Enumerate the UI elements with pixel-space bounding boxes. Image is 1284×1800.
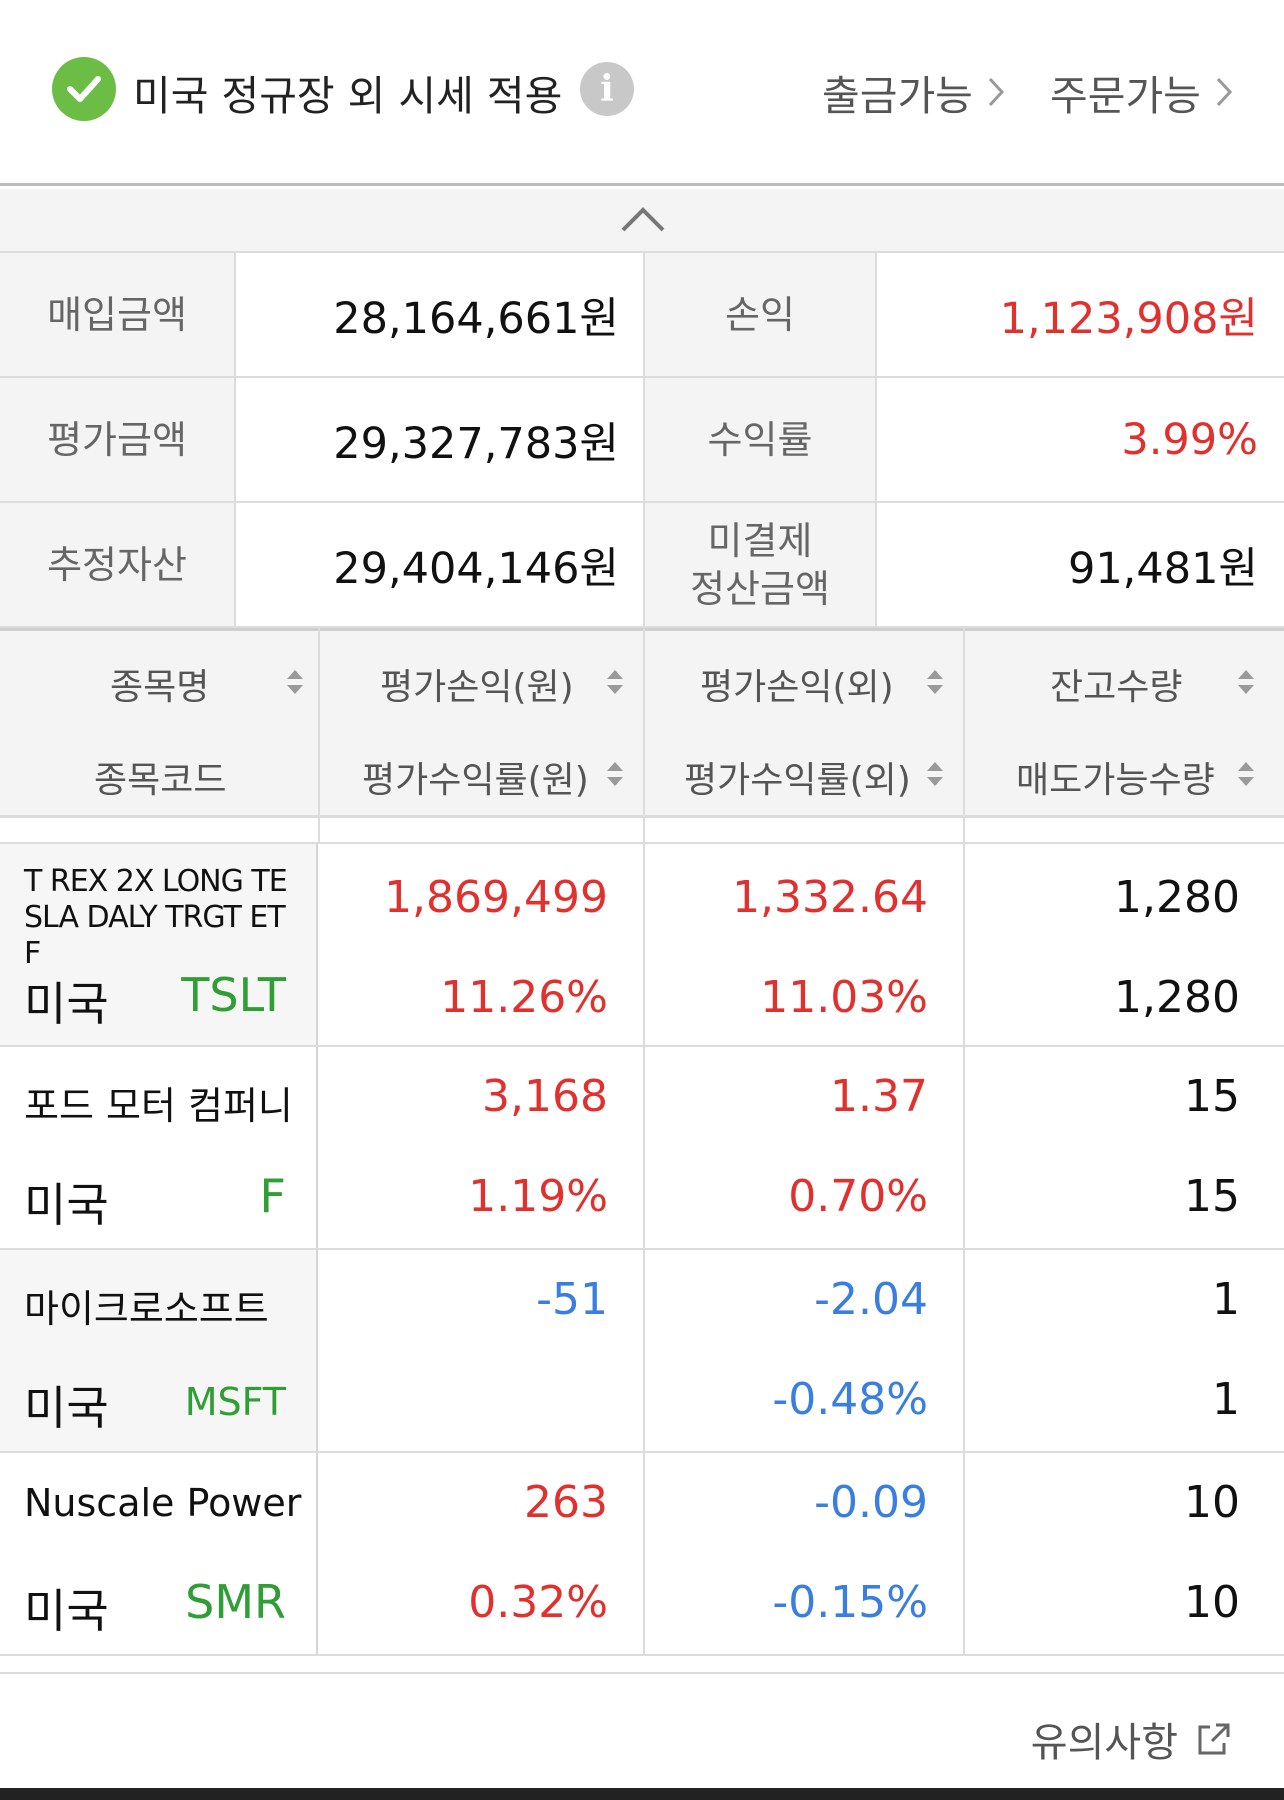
purchase-amount-value: 28,164,661원 [333, 293, 619, 344]
return-krw: 0.32% [468, 1577, 608, 1628]
stock-country: 미국 [24, 1584, 109, 1638]
stock-code: F [259, 1169, 286, 1223]
pl-krw: 263 [524, 1477, 608, 1528]
table-row[interactable]: 마이크로소프트 미국 MSFT -51 -2.04 -0.48% 1 1 [0, 1250, 1284, 1453]
header-return-krw[interactable]: 평가수익률(원) [362, 760, 589, 801]
info-icon[interactable]: i [580, 62, 634, 116]
table-row[interactable]: 포드 모터 컴퍼니 미국 F 3,168 1.19% 1.37 0.70% 15… [0, 1047, 1284, 1250]
return-rate-value: 3.99% [1121, 414, 1258, 465]
header-pl-fx[interactable]: 평가손익(외) [700, 667, 894, 708]
sort-icon[interactable] [924, 759, 946, 789]
quantity: 1 [1212, 1274, 1240, 1325]
evaluation-amount-label: 평가금액 [0, 378, 236, 501]
return-fx: -0.15% [772, 1577, 928, 1628]
stock-name-cell[interactable]: 마이크로소프트 미국 MSFT [0, 1250, 318, 1451]
estimated-assets-label: 추정자산 [0, 503, 236, 626]
evaluation-amount-value: 29,327,783원 [333, 418, 619, 469]
system-nav-bar [0, 1788, 1284, 1800]
pl-fx: -0.09 [814, 1477, 928, 1528]
stock-country: 미국 [24, 977, 109, 1031]
extended-hours-price-label[interactable]: 미국 정규장 외 시세 적용 [133, 72, 563, 120]
sort-icon[interactable] [1235, 667, 1257, 697]
sellable-quantity: 15 [1184, 1171, 1240, 1222]
summary-row: 추정자산 29,404,146원 미결제 정산금액 91,481원 [0, 503, 1284, 628]
pl-fx: -2.04 [814, 1274, 928, 1325]
table-row[interactable]: T REX 2X LONG TE SLA DALY TRGT ET F 미국 T… [0, 844, 1284, 1047]
header-stock-name[interactable]: 종목명 [110, 667, 210, 708]
return-rate-label: 수익률 [643, 378, 877, 501]
sort-icon[interactable] [284, 667, 306, 697]
profit-loss-value: 1,123,908원 [999, 293, 1258, 344]
sort-icon[interactable] [924, 667, 946, 697]
sort-icon[interactable] [604, 667, 626, 697]
stock-country: 미국 [24, 1381, 109, 1435]
return-krw: 1.19% [468, 1171, 608, 1222]
return-fx: 11.03% [760, 972, 928, 1023]
stock-name: 포드 모터 컴퍼니 [24, 1084, 293, 1128]
orderable-link[interactable]: 주문가능 [1050, 62, 1233, 122]
chevron-right-icon [1216, 77, 1232, 107]
stock-name: 마이크로소프트 [24, 1287, 269, 1331]
withdrawable-link[interactable]: 출금가능 [822, 62, 1005, 122]
check-circle-icon[interactable] [52, 57, 116, 121]
header-divider [643, 628, 645, 818]
orderable-label: 주문가능 [1050, 72, 1201, 120]
header-quantity[interactable]: 잔고수량 [1050, 667, 1183, 708]
external-link-icon [1198, 1723, 1230, 1755]
unsettled-label-line1: 미결제 [707, 518, 813, 563]
chevron-right-icon [988, 77, 1004, 107]
pl-fx: 1,332.64 [732, 872, 928, 923]
unsettled-label-line2: 정산금액 [690, 566, 830, 611]
header-stock-code[interactable]: 종목코드 [94, 760, 227, 801]
table-spacer [0, 818, 1284, 844]
sellable-quantity: 1 [1212, 1374, 1240, 1425]
holdings-table-header: 종목명 종목코드 평가손익(원) 평가수익률(원) 평가손익(외) 평가수익률(… [0, 628, 1284, 818]
sellable-quantity: 10 [1184, 1577, 1240, 1628]
summary-row: 평가금액 29,327,783원 수익률 3.99% [0, 378, 1284, 503]
withdrawable-label: 출금가능 [822, 72, 973, 120]
stock-country: 미국 [24, 1178, 109, 1232]
stock-code: SMR [185, 1575, 286, 1629]
unsettled-amount-value: 91,481원 [1067, 543, 1258, 594]
quantity: 15 [1184, 1071, 1240, 1122]
notice-link[interactable]: 유의사항 [1031, 1710, 1234, 1768]
profit-loss-label: 손익 [643, 253, 877, 376]
return-fx: -0.48% [772, 1374, 928, 1425]
header-return-fx[interactable]: 평가수익률(외) [684, 760, 911, 801]
pl-fx: 1.37 [830, 1071, 928, 1122]
return-krw: 11.26% [440, 972, 608, 1023]
header-divider [963, 628, 965, 818]
header-divider [318, 628, 320, 818]
chevron-up-icon [621, 207, 665, 232]
sort-icon[interactable] [1235, 759, 1257, 789]
top-bar: 미국 정규장 외 시세 적용 i 출금가능 주문가능 [0, 0, 1284, 186]
summary-row: 매입금액 28,164,661원 손익 1,123,908원 [0, 253, 1284, 378]
stock-name-cell[interactable]: T REX 2X LONG TE SLA DALY TRGT ET F 미국 T… [0, 844, 318, 1045]
stock-name-cell[interactable]: 포드 모터 컴퍼니 미국 F [0, 1047, 318, 1248]
stock-name: T REX 2X LONG TE SLA DALY TRGT ET F [24, 864, 288, 971]
return-fx: 0.70% [788, 1171, 928, 1222]
notice-label: 유의사항 [1030, 1720, 1178, 1766]
unsettled-amount-label: 미결제 정산금액 [643, 503, 877, 626]
pl-krw: 3,168 [482, 1071, 608, 1122]
stock-code: MSFT [184, 1380, 286, 1424]
header-sellable-quantity[interactable]: 매도가능수량 [1016, 760, 1215, 801]
table-row[interactable]: Nuscale Power 미국 SMR 263 0.32% -0.09 -0.… [0, 1453, 1284, 1656]
stock-code: TSLT [181, 968, 286, 1022]
estimated-assets-value: 29,404,146원 [333, 543, 619, 594]
collapse-summary-toggle[interactable] [0, 189, 1284, 253]
header-pl-krw[interactable]: 평가손익(원) [380, 667, 574, 708]
stock-name-cell[interactable]: Nuscale Power 미국 SMR [0, 1453, 318, 1654]
pl-krw: 1,869,499 [384, 872, 608, 923]
quantity: 1,280 [1114, 872, 1240, 923]
stock-name: Nuscale Power [24, 1481, 302, 1525]
sellable-quantity: 1,280 [1114, 972, 1240, 1023]
pl-krw: -51 [536, 1274, 608, 1325]
purchase-amount-label: 매입금액 [0, 253, 236, 376]
quantity: 10 [1184, 1477, 1240, 1528]
footer: 유의사항 [0, 1672, 1284, 1788]
sort-icon[interactable] [604, 759, 626, 789]
